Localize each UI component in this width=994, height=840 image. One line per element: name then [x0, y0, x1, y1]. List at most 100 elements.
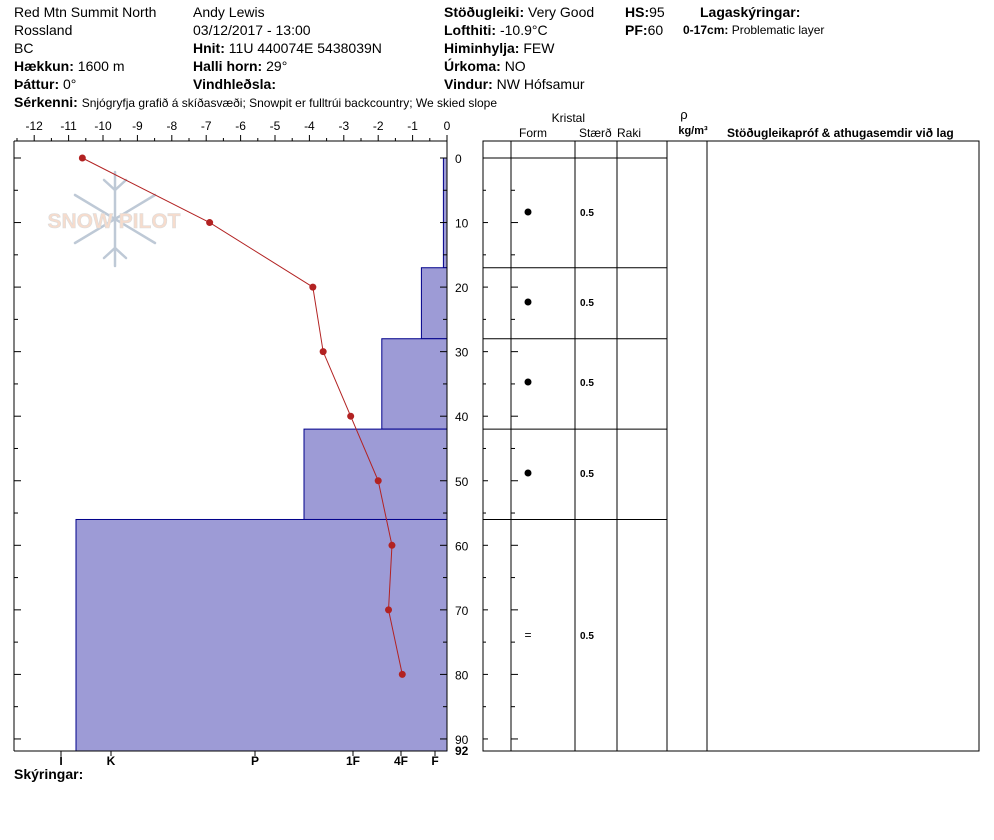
- state-name: BC: [14, 40, 34, 56]
- rho-header: ρ: [680, 107, 687, 122]
- wind-loading-row: Vindhleðsla:: [193, 75, 276, 93]
- specifics-value: Snjógryfja grafið á skíðasvæði; Snowpit …: [81, 96, 498, 110]
- coords-label: Hnit:: [193, 40, 225, 56]
- pf-label: PF:: [625, 22, 648, 38]
- depth-tick-label: 50: [455, 475, 469, 489]
- temp-tick-label: -5: [270, 119, 281, 133]
- size-header: Stærð: [579, 126, 612, 140]
- hs-label: HS:: [625, 4, 650, 20]
- form-round-grain-icon: [524, 378, 532, 386]
- hardness-label: 1F: [346, 754, 360, 768]
- wind-value: NW Hófsamur: [496, 76, 585, 92]
- temp-tick-label: -4: [304, 119, 315, 133]
- form-symbol: =: [524, 628, 531, 642]
- form-round-grain-icon: [524, 298, 532, 306]
- temp-tick-label: -12: [26, 119, 44, 133]
- temp-tick-label: -7: [201, 119, 212, 133]
- sky-row: Himinhylja: FEW: [444, 39, 554, 57]
- depth-tick-label: 0: [455, 152, 462, 166]
- grain-size-value: 0.5: [580, 631, 594, 642]
- snowflake-icon: [73, 170, 157, 268]
- temp-tick-label: -11: [60, 119, 77, 133]
- sky-label: Himinhylja:: [444, 40, 520, 56]
- grain-size-value: 0.5: [580, 298, 594, 309]
- observer-name: Andy Lewis: [193, 4, 265, 20]
- form-round-grain-icon: [524, 208, 532, 216]
- crystal-header: Kristal: [552, 111, 585, 125]
- temperature-point: [385, 606, 393, 614]
- depth-tick-label: 40: [455, 410, 469, 424]
- temperature-point: [374, 477, 382, 485]
- depth-tick-label: 60: [455, 539, 469, 553]
- grain-size-value: 0.5: [580, 469, 594, 480]
- precip-value: NO: [504, 58, 526, 74]
- grain-size-value: 0.5: [580, 378, 594, 389]
- sky-value: FEW: [523, 40, 555, 56]
- layer-table: 0.5 0.5 0.5 0.5 = 0.5: [482, 140, 980, 752]
- table-frame: [482, 140, 980, 752]
- wind-row: Vindur: NW Hófsamur: [444, 75, 585, 93]
- moisture-header: Raki: [617, 126, 641, 140]
- hardness-label: F: [431, 754, 438, 768]
- precip-label: Úrkoma:: [444, 58, 501, 74]
- slope-label: Halli horn:: [193, 58, 263, 74]
- stability-value: Very Good: [528, 4, 595, 20]
- slope-value: 29°: [266, 58, 288, 74]
- hardness-bar-2: [420, 267, 448, 340]
- temp-tick-label: -8: [166, 119, 177, 133]
- air-temp-row: Lofthiti: -10.9°C: [444, 21, 548, 39]
- depth-tick-label: 90: [455, 733, 469, 747]
- temperature-point: [388, 541, 396, 549]
- density-unit-header: kg/m³: [678, 125, 708, 137]
- elevation-row: Hækkun: 1600 m: [14, 57, 125, 75]
- snowpilot-logo: SNOW PILOT: [47, 170, 181, 268]
- depth-tick-label: 20: [455, 281, 469, 295]
- stability-label: Stöðugleiki:: [444, 4, 525, 20]
- aspect-row: Þáttur: 0°: [14, 75, 76, 93]
- coords-row: Hnit: 11U 440074E 5438039N: [193, 39, 382, 57]
- hardness-label: I: [59, 754, 62, 768]
- chart-axes: -12 -11 -10 -9 -8 -7 -6 -5 -4 -3 -2 -1 0010203040506…: [13, 119, 469, 768]
- temperature-point: [309, 283, 317, 291]
- aspect-label: Þáttur:: [14, 76, 60, 92]
- coords-value: 11U 440074E 5438039N: [228, 40, 382, 56]
- form-round-grain-icon: [524, 469, 532, 477]
- temperature-profile: [78, 154, 406, 678]
- pf-value: 60: [647, 22, 664, 38]
- layer-note-text: Problematic layer: [731, 23, 825, 37]
- depth-tick-label: 10: [455, 217, 469, 231]
- hardness-bar-3: [381, 338, 448, 430]
- air-temp-label: Lofthiti:: [444, 22, 497, 38]
- hardness-label: P: [251, 754, 259, 768]
- temp-tick-label: -10: [94, 119, 112, 133]
- elevation-value: 1600 m: [77, 58, 125, 74]
- air-temp-value: -10.9°C: [499, 22, 548, 38]
- temperature-point: [206, 219, 214, 227]
- wind-label: Vindur:: [444, 76, 493, 92]
- wind-loading-label: Vindhleðsla:: [193, 76, 276, 92]
- hardness-bar-1: [442, 157, 448, 269]
- temperature-point: [78, 154, 86, 162]
- hs-row: HS:95: [625, 3, 665, 21]
- elevation-label: Hækkun:: [14, 58, 74, 74]
- slope-row: Halli horn: 29°: [193, 57, 287, 75]
- depth-tick-label: 30: [455, 346, 469, 360]
- temp-tick-label: -3: [338, 119, 349, 133]
- hardness-label: 4F: [394, 754, 408, 768]
- hs-value: 95: [649, 4, 665, 20]
- logo-text: SNOW PILOT: [48, 210, 181, 233]
- pf-row: PF:60: [625, 21, 663, 39]
- layer-notes-label: Lagaskýringar:: [700, 4, 801, 20]
- temperature-point: [347, 412, 355, 420]
- aspect-value: 0°: [63, 76, 77, 92]
- depth-bottom-label: 92: [455, 744, 469, 758]
- specifics-row: Sérkenni: Snjógryfja grafið á skíðasvæði…: [14, 93, 497, 112]
- observation-datetime: 03/12/2017 - 13:00: [193, 22, 311, 38]
- precip-row: Úrkoma: NO: [444, 57, 526, 75]
- form-header: Form: [519, 126, 547, 140]
- notes-label: Skýringar:: [14, 766, 84, 782]
- region-name: Rossland: [14, 22, 73, 38]
- depth-tick-label: 70: [455, 604, 469, 618]
- stability-row: Stöðugleiki: Very Good: [444, 3, 594, 21]
